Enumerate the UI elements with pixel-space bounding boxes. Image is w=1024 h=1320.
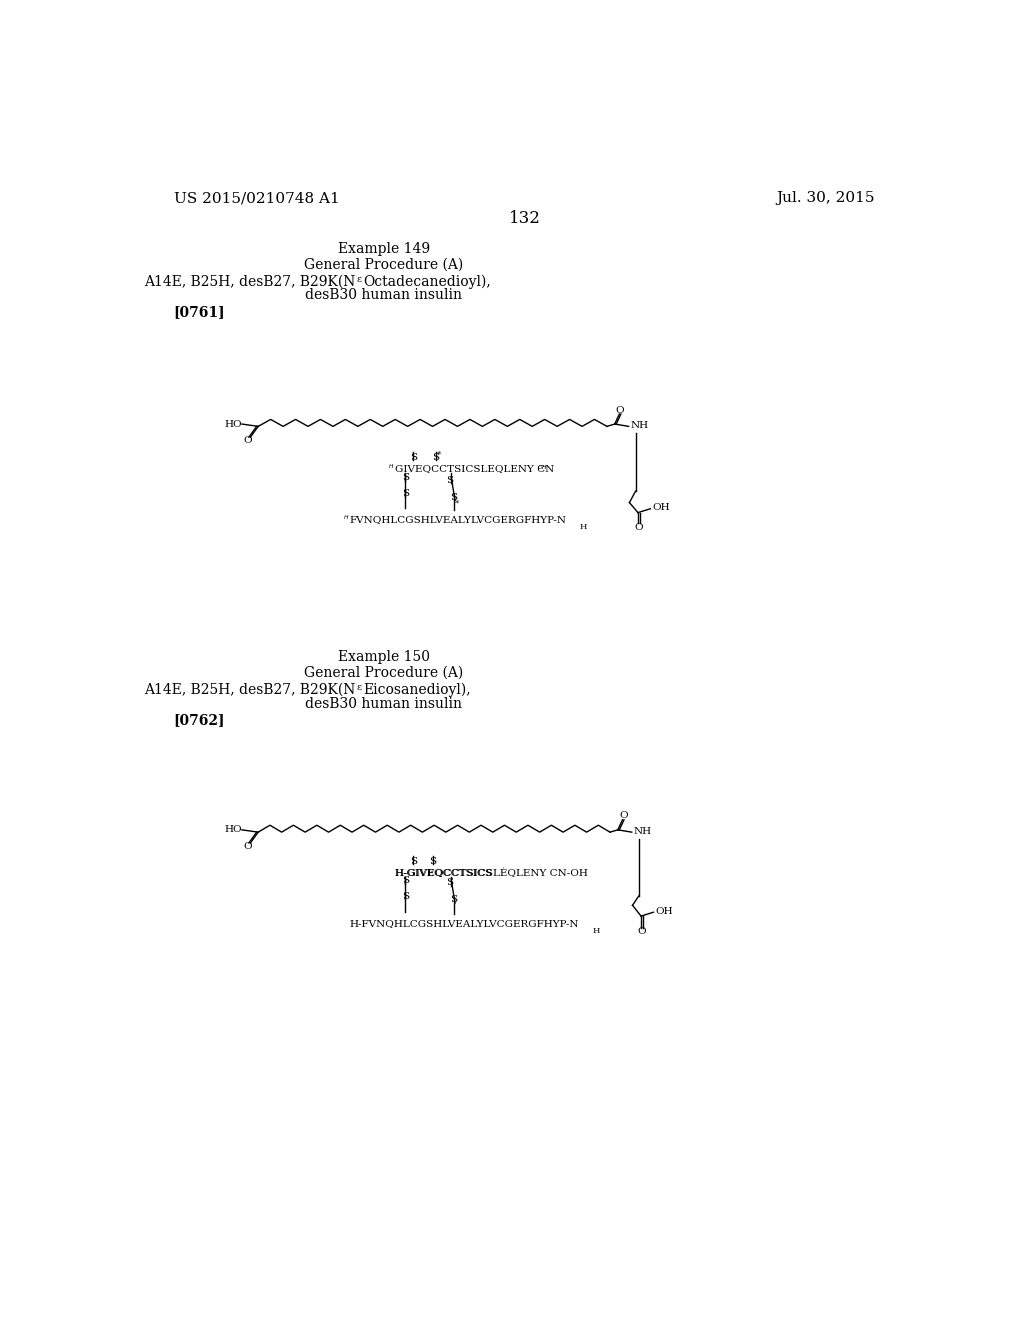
Text: S: S [446, 879, 454, 887]
Text: General Procedure (A): General Procedure (A) [304, 665, 464, 680]
Text: desB30 human insulin: desB30 human insulin [305, 697, 462, 710]
Text: O: O [635, 523, 643, 532]
Text: Octadecanedioyl),: Octadecanedioyl), [364, 275, 492, 289]
Text: A14E, B25H, desB27, B29K(N: A14E, B25H, desB27, B29K(N [144, 682, 356, 697]
Text: H-GIVEQCCTSICS: H-GIVEQCCTSICS [394, 869, 493, 878]
Text: O: O [615, 405, 625, 414]
Text: *: * [456, 499, 460, 507]
Text: H: H [593, 928, 600, 936]
Text: S: S [401, 488, 409, 498]
Text: $^H$: $^H$ [388, 465, 394, 473]
Text: A14E, B25H, desB27, B29K(N: A14E, B25H, desB27, B29K(N [144, 275, 356, 289]
Text: S: S [410, 857, 417, 866]
Text: $^{OH}$: $^{OH}$ [538, 466, 548, 474]
Text: [0762]: [0762] [173, 714, 224, 727]
Text: H: H [580, 523, 588, 531]
Text: [0761]: [0761] [173, 305, 224, 319]
Text: HO: HO [224, 825, 242, 834]
Text: S: S [446, 475, 454, 484]
Text: S: S [401, 876, 409, 886]
Text: ε: ε [356, 275, 361, 284]
Text: O: O [618, 812, 628, 821]
Text: $^H$: $^H$ [343, 516, 349, 524]
Text: S: S [401, 891, 409, 900]
Text: S: S [450, 492, 457, 502]
Text: desB30 human insulin: desB30 human insulin [305, 289, 462, 302]
Text: 132: 132 [509, 210, 541, 227]
Text: S: S [410, 453, 417, 462]
Text: Eicosanedioyl),: Eicosanedioyl), [364, 682, 471, 697]
Text: S: S [429, 857, 436, 866]
Text: S: S [401, 474, 409, 482]
Text: ε: ε [356, 682, 361, 692]
Text: O: O [243, 842, 252, 851]
Text: Jul. 30, 2015: Jul. 30, 2015 [776, 191, 876, 206]
Text: NH: NH [633, 826, 651, 836]
Text: S: S [432, 453, 439, 462]
Text: HO: HO [224, 420, 242, 429]
Text: OH: OH [655, 907, 674, 916]
Text: H-FVNQHLCGSHLVEALYLVCGERGFHYP-N: H-FVNQHLCGSHLVEALYLVCGERGFHYP-N [349, 919, 580, 928]
Text: O: O [638, 927, 646, 936]
Text: FVNQHLCGSHLVEALYLVCGERGFHYP-N: FVNQHLCGSHLVEALYLVCGERGFHYP-N [349, 515, 566, 524]
Text: S: S [450, 895, 457, 904]
Text: General Procedure (A): General Procedure (A) [304, 257, 464, 272]
Text: OH: OH [652, 503, 671, 512]
Text: Example 150: Example 150 [338, 651, 430, 664]
Text: GIVEQCCTSICSLEQLENY CN: GIVEQCCTSICSLEQLENY CN [394, 465, 554, 473]
Text: H-GIVEQCCTSICSLÈQLENY CN-OH: H-GIVEQCCTSICSLÈQLENY CN-OH [394, 869, 588, 878]
Text: *: * [436, 451, 441, 459]
Text: US 2015/0210748 A1: US 2015/0210748 A1 [174, 191, 340, 206]
Text: O: O [243, 437, 252, 445]
Text: NH: NH [630, 421, 648, 430]
Text: Example 149: Example 149 [338, 243, 430, 256]
